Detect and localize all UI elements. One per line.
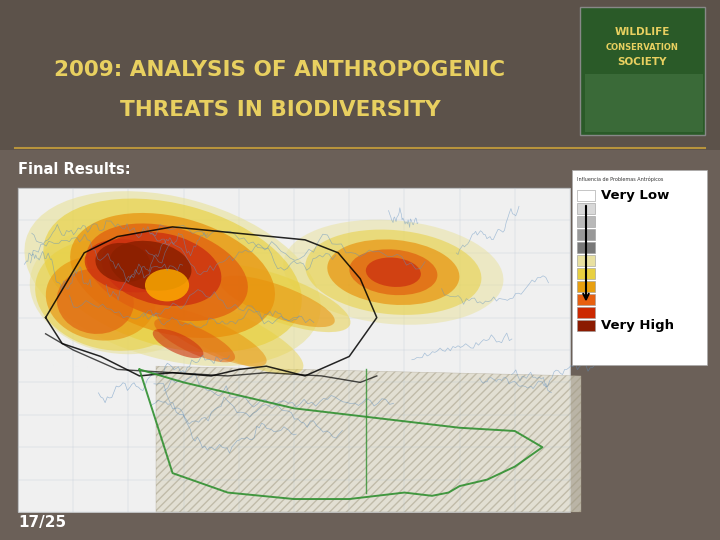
Bar bbox=[585, 74, 703, 132]
Bar bbox=[0, 0, 720, 150]
Bar bbox=[577, 268, 595, 279]
Text: WILDLIFE: WILDLIFE bbox=[614, 27, 670, 37]
Ellipse shape bbox=[70, 213, 275, 338]
Ellipse shape bbox=[204, 264, 351, 332]
Text: THREATS IN BIODIVERSITY: THREATS IN BIODIVERSITY bbox=[120, 100, 441, 120]
Text: 17/25: 17/25 bbox=[18, 515, 66, 530]
Ellipse shape bbox=[220, 275, 335, 327]
Bar bbox=[577, 190, 595, 201]
Ellipse shape bbox=[24, 191, 320, 366]
Bar bbox=[577, 320, 595, 331]
Bar bbox=[577, 307, 595, 318]
Bar bbox=[577, 255, 595, 266]
Ellipse shape bbox=[35, 239, 189, 351]
Bar bbox=[577, 294, 595, 305]
Bar bbox=[18, 188, 570, 512]
Bar bbox=[577, 216, 595, 227]
Ellipse shape bbox=[145, 269, 189, 301]
Ellipse shape bbox=[366, 258, 421, 287]
Ellipse shape bbox=[57, 269, 134, 334]
Ellipse shape bbox=[109, 241, 192, 291]
Ellipse shape bbox=[152, 293, 303, 374]
Ellipse shape bbox=[46, 256, 156, 341]
Ellipse shape bbox=[305, 230, 482, 315]
Bar bbox=[577, 203, 595, 214]
Polygon shape bbox=[156, 366, 581, 512]
Ellipse shape bbox=[349, 249, 437, 295]
Ellipse shape bbox=[30, 229, 205, 354]
Ellipse shape bbox=[283, 220, 503, 325]
Bar bbox=[577, 281, 595, 292]
Text: Very Low: Very Low bbox=[601, 189, 670, 202]
Text: 2009: ANALYSIS OF ANTHROPOGENIC: 2009: ANALYSIS OF ANTHROPOGENIC bbox=[55, 60, 505, 80]
Text: CONSERVATION: CONSERVATION bbox=[606, 44, 678, 52]
Bar bbox=[577, 242, 595, 253]
Ellipse shape bbox=[85, 239, 172, 293]
Text: Influencia de Problemas Antrópicos: Influencia de Problemas Antrópicos bbox=[577, 176, 663, 181]
Ellipse shape bbox=[153, 329, 204, 358]
Bar bbox=[580, 7, 705, 135]
Text: SOCIETY: SOCIETY bbox=[617, 57, 667, 67]
Text: Final Results:: Final Results: bbox=[18, 163, 130, 178]
Ellipse shape bbox=[86, 224, 248, 321]
Ellipse shape bbox=[328, 239, 459, 305]
Ellipse shape bbox=[96, 243, 150, 282]
Ellipse shape bbox=[102, 232, 221, 306]
Ellipse shape bbox=[43, 199, 302, 353]
Bar bbox=[572, 170, 707, 365]
Bar bbox=[577, 229, 595, 240]
Text: Very High: Very High bbox=[601, 319, 674, 332]
Ellipse shape bbox=[156, 307, 266, 367]
Ellipse shape bbox=[154, 318, 235, 362]
